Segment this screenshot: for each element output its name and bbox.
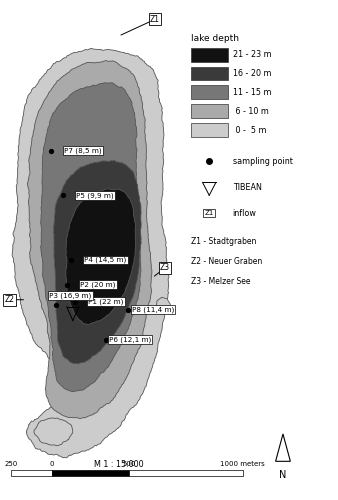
Text: 0: 0 (49, 462, 54, 468)
Text: 1000 meters: 1000 meters (220, 462, 265, 468)
Text: P4 (14,5 m): P4 (14,5 m) (84, 256, 126, 263)
Text: sampling point: sampling point (233, 157, 293, 166)
Polygon shape (27, 60, 152, 418)
Text: 21 - 23 m: 21 - 23 m (233, 50, 271, 59)
Text: P7 (8,5 m): P7 (8,5 m) (64, 148, 102, 154)
Polygon shape (34, 418, 73, 446)
Text: 250: 250 (5, 462, 18, 468)
Text: P6 (12,1 m): P6 (12,1 m) (109, 336, 151, 343)
Polygon shape (66, 189, 136, 325)
Polygon shape (275, 434, 290, 462)
FancyBboxPatch shape (191, 86, 228, 100)
Text: inflow: inflow (233, 208, 257, 218)
Polygon shape (12, 48, 169, 458)
Text: Z2: Z2 (4, 295, 14, 304)
FancyBboxPatch shape (191, 123, 228, 137)
Text: Z1: Z1 (150, 15, 160, 24)
Text: Z1: Z1 (204, 210, 214, 216)
Text: Z1 - Stadtgraben: Z1 - Stadtgraben (191, 237, 256, 246)
Bar (11, 470, 52, 476)
Polygon shape (41, 82, 141, 392)
Text: P5 (9,9 m): P5 (9,9 m) (76, 192, 114, 198)
FancyBboxPatch shape (191, 66, 228, 80)
Bar (52, 470, 129, 476)
Text: P2 (20 m): P2 (20 m) (80, 282, 116, 288)
Text: 6 - 10 m: 6 - 10 m (233, 107, 269, 116)
Text: Z2 - Neuer Graben: Z2 - Neuer Graben (191, 257, 262, 266)
Bar (129, 470, 243, 476)
Text: Z3 - Melzer See: Z3 - Melzer See (191, 277, 250, 286)
Text: TIBEAN: TIBEAN (233, 183, 262, 192)
Text: M 1 : 15.000: M 1 : 15.000 (94, 460, 144, 469)
Text: P1 (22 m): P1 (22 m) (88, 298, 124, 305)
Text: N: N (279, 470, 287, 480)
Text: 500: 500 (122, 462, 136, 468)
Text: 0 -  5 m: 0 - 5 m (233, 126, 266, 134)
Text: Z3: Z3 (160, 264, 170, 272)
Polygon shape (156, 298, 170, 314)
FancyBboxPatch shape (191, 104, 228, 118)
Text: P8 (11,4 m): P8 (11,4 m) (132, 306, 174, 313)
Text: 11 - 15 m: 11 - 15 m (233, 88, 271, 97)
Text: lake depth: lake depth (191, 34, 239, 42)
FancyBboxPatch shape (191, 48, 228, 62)
Text: 16 - 20 m: 16 - 20 m (233, 69, 271, 78)
Polygon shape (54, 160, 141, 364)
Text: P3 (16,9 m): P3 (16,9 m) (49, 292, 92, 299)
